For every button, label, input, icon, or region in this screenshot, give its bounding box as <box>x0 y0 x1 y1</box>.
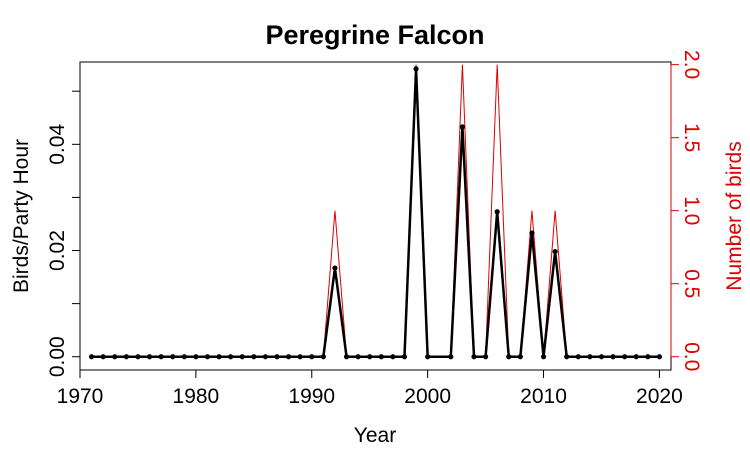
data-point <box>610 354 616 360</box>
data-point <box>459 124 466 130</box>
data-point <box>158 354 164 360</box>
left-y-axis-label: Birds/Party Hour <box>10 139 33 293</box>
x-tick-label: 1980 <box>173 385 220 408</box>
series-number-of-birds <box>91 64 660 358</box>
data-point <box>425 354 431 360</box>
right-tick-label: 2.0 <box>680 50 703 79</box>
data-point <box>529 230 535 236</box>
number-of-birds-line <box>91 64 660 358</box>
data-point <box>598 354 605 360</box>
data-point <box>274 354 280 360</box>
x-tick-label: 2010 <box>520 385 567 408</box>
left-tick-label: 0.04 <box>46 124 69 165</box>
x-tick-label: 2020 <box>636 385 683 408</box>
data-point <box>193 354 199 360</box>
data-point <box>88 354 95 360</box>
right-y-axis: 0.0 0.5 1.0 1.5 2.0 <box>670 50 703 371</box>
data-point <box>146 354 153 360</box>
data-point <box>181 354 187 360</box>
right-tick-label: 0.5 <box>680 269 703 298</box>
right-y-axis-label: Number of birds <box>723 141 746 290</box>
data-point <box>494 209 500 215</box>
data-point <box>320 354 326 360</box>
data-point <box>262 354 269 360</box>
x-tick-label: 1990 <box>288 385 335 408</box>
data-point <box>587 354 593 360</box>
data-point <box>564 354 570 360</box>
data-point <box>285 354 292 360</box>
x-tick-label: 2000 <box>404 385 451 408</box>
data-point <box>367 354 373 360</box>
data-point <box>413 66 419 72</box>
data-point <box>390 354 396 360</box>
data-point <box>135 354 141 360</box>
x-axis: 1970 1980 1990 2000 2010 2020 <box>57 369 683 408</box>
plot-frame <box>79 61 672 371</box>
data-point <box>228 354 234 360</box>
left-tick-label: 0.00 <box>46 336 69 377</box>
data-point <box>343 354 350 360</box>
data-point <box>506 354 512 360</box>
data-point <box>170 354 176 360</box>
data-point <box>239 354 245 360</box>
data-point <box>633 354 639 360</box>
data-point <box>656 354 663 360</box>
data-point <box>401 354 408 360</box>
data-point <box>552 248 558 255</box>
data-point <box>332 265 338 271</box>
data-point <box>622 354 628 360</box>
data-point <box>645 354 651 360</box>
series-birds-per-party-hour <box>88 66 663 360</box>
data-point <box>575 354 581 360</box>
data-point <box>309 354 315 360</box>
data-point <box>355 354 361 360</box>
left-tick-label: 0.02 <box>46 230 69 271</box>
x-tick-label: 1970 <box>57 385 104 408</box>
data-point <box>482 354 489 360</box>
right-tick-label: 1.0 <box>680 196 703 225</box>
x-axis-label: Year <box>354 424 396 447</box>
data-point <box>297 354 303 360</box>
chart-title: Peregrine Falcon <box>265 20 484 50</box>
right-tick-label: 0.0 <box>680 342 703 371</box>
data-point <box>112 354 118 360</box>
right-tick-label: 1.5 <box>680 123 703 152</box>
data-point <box>448 354 454 360</box>
data-point <box>540 354 547 360</box>
data-point <box>378 354 384 360</box>
data-point <box>471 354 477 360</box>
data-point <box>100 354 106 360</box>
data-point <box>204 354 211 360</box>
left-y-axis: 0.00 0.02 0.04 <box>46 90 81 377</box>
data-point <box>216 354 222 360</box>
data-point <box>251 354 257 360</box>
data-point <box>517 354 523 360</box>
birds-per-party-hour-line <box>91 67 660 358</box>
data-point <box>123 354 129 360</box>
